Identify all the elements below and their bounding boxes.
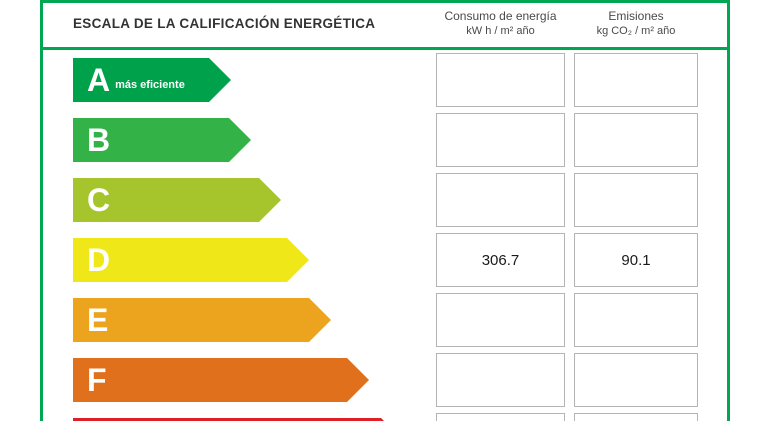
rating-arrow: C (73, 178, 281, 222)
emisiones-column-header: Emisiones kg CO₂ / m² año (574, 9, 698, 37)
consumo-cell (436, 413, 565, 421)
consumo-header-label: Consumo de energía (444, 9, 557, 23)
rating-letter: B (87, 122, 111, 158)
rating-arrow: G (73, 418, 403, 421)
label-header: ESCALA DE LA CALIFICACIÓN ENERGÉTICA Con… (43, 3, 727, 47)
rating-arrow: F (73, 358, 369, 402)
rating-row: E (43, 290, 727, 350)
consumo-column-header: Consumo de energía kW h / m² año (436, 9, 565, 37)
rating-arrow: D (73, 238, 309, 282)
consumo-cell (436, 293, 565, 347)
rating-letter: F (87, 362, 107, 398)
header-separator-line (43, 47, 727, 50)
rating-arrow: E (73, 298, 331, 342)
page-title: ESCALA DE LA CALIFICACIÓN ENERGÉTICA (73, 16, 376, 31)
rating-row: B (43, 110, 727, 170)
consumo-cell (436, 113, 565, 167)
consumo-cell (436, 53, 565, 107)
consumo-header-units: kW h / m² año (466, 25, 535, 37)
rating-letter: C (87, 182, 111, 218)
emisiones-header-label: Emisiones (608, 9, 664, 23)
energy-label-frame: ESCALA DE LA CALIFICACIÓN ENERGÉTICA Con… (40, 0, 730, 421)
emisiones-header-units: kg CO₂ / m² año (596, 25, 676, 37)
rating-note: más eficiente (115, 79, 185, 91)
consumo-cell (436, 173, 565, 227)
rating-row: D 306.7 90.1 (43, 230, 727, 290)
rating-letter: E (87, 302, 109, 338)
emisiones-cell: 90.1 (574, 233, 698, 287)
rating-row: C (43, 170, 727, 230)
emisiones-cell (574, 353, 698, 407)
emisiones-cell (574, 293, 698, 347)
rating-rows: A más eficiente B C D 306.7 90.1 E (43, 50, 727, 421)
consumo-cell: 306.7 (436, 233, 565, 287)
rating-row: A más eficiente (43, 50, 727, 110)
emisiones-cell (574, 53, 698, 107)
rating-arrow: B (73, 118, 251, 162)
emisiones-cell (574, 173, 698, 227)
rating-row: F (43, 350, 727, 410)
consumo-cell (436, 353, 565, 407)
emisiones-cell (574, 413, 698, 421)
rating-row: G (43, 410, 727, 421)
rating-letter: A (87, 62, 111, 98)
rating-letter: D (87, 242, 111, 278)
rating-arrow: A más eficiente (73, 58, 231, 102)
emisiones-cell (574, 113, 698, 167)
